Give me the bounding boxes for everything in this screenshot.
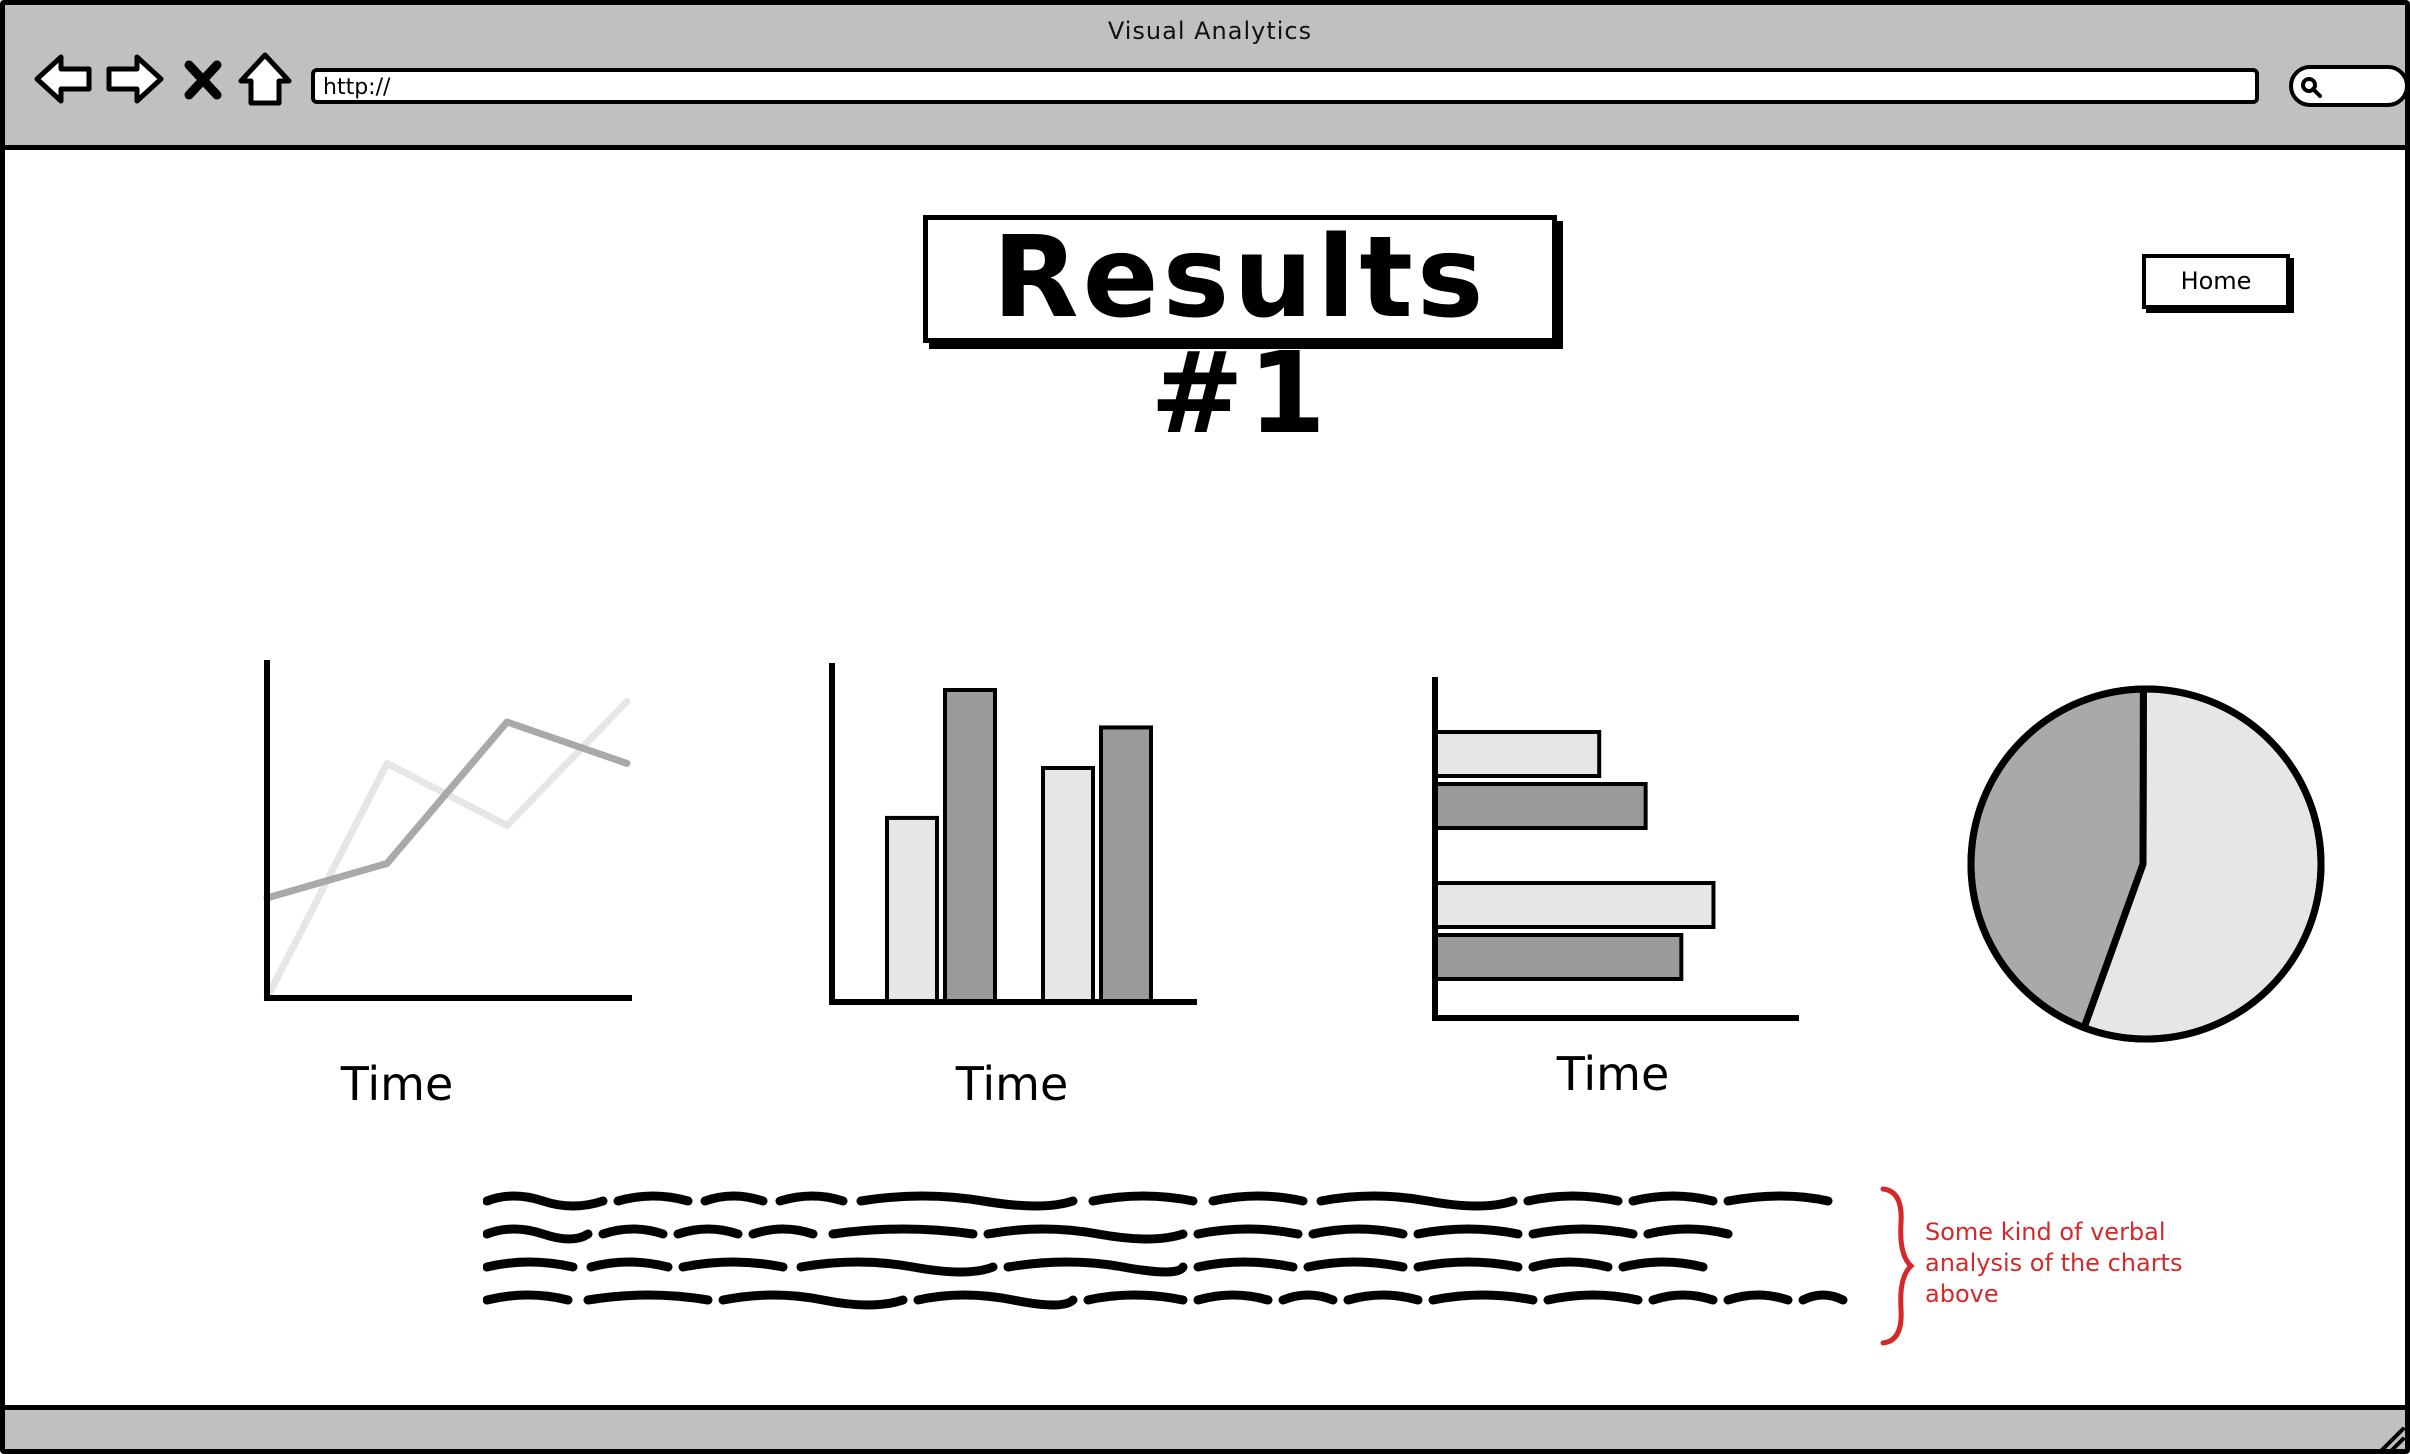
back-arrow-icon[interactable] <box>31 49 95 109</box>
chart-bar <box>1433 933 1684 981</box>
chart-bar <box>1433 881 1716 929</box>
chart-bar <box>1041 766 1095 1004</box>
chart-bar <box>1099 725 1153 1004</box>
window-title: Visual Analytics <box>1107 17 1313 45</box>
chart-bar <box>1433 730 1602 778</box>
curly-brace-icon <box>1880 1186 1915 1346</box>
horizontal-bar-chart <box>1432 677 1799 1021</box>
chart-x-label: Time <box>955 1057 1069 1111</box>
bar-chart <box>829 663 1197 1005</box>
close-x-icon[interactable] <box>179 49 227 109</box>
annotation-note: Some kind of verbal analysis of the char… <box>1925 1218 2183 1308</box>
chart-bar <box>885 815 939 1004</box>
url-bar[interactable] <box>311 68 2259 104</box>
resize-grip-icon[interactable] <box>2373 1421 2407 1454</box>
search-box[interactable] <box>2289 65 2405 107</box>
page-title: Results #1 <box>923 215 1557 452</box>
url-input[interactable] <box>323 73 2223 101</box>
home-icon[interactable] <box>237 49 293 109</box>
chart-bar <box>1433 782 1648 830</box>
title-bar: Visual Analytics <box>5 5 2405 150</box>
chart-x-label: Time <box>340 1057 454 1111</box>
status-bar <box>5 1405 2407 1454</box>
chart-x-label: Time <box>1556 1047 1670 1101</box>
forward-arrow-icon[interactable] <box>103 49 167 109</box>
pie-chart <box>1967 685 2325 1043</box>
home-button[interactable]: Home <box>2142 254 2290 309</box>
search-icon <box>2301 77 2322 98</box>
line-chart <box>263 660 632 1002</box>
chart-bar <box>943 688 997 1004</box>
placeholder-text-block <box>483 1191 1848 1310</box>
chart-series-line <box>263 718 631 902</box>
